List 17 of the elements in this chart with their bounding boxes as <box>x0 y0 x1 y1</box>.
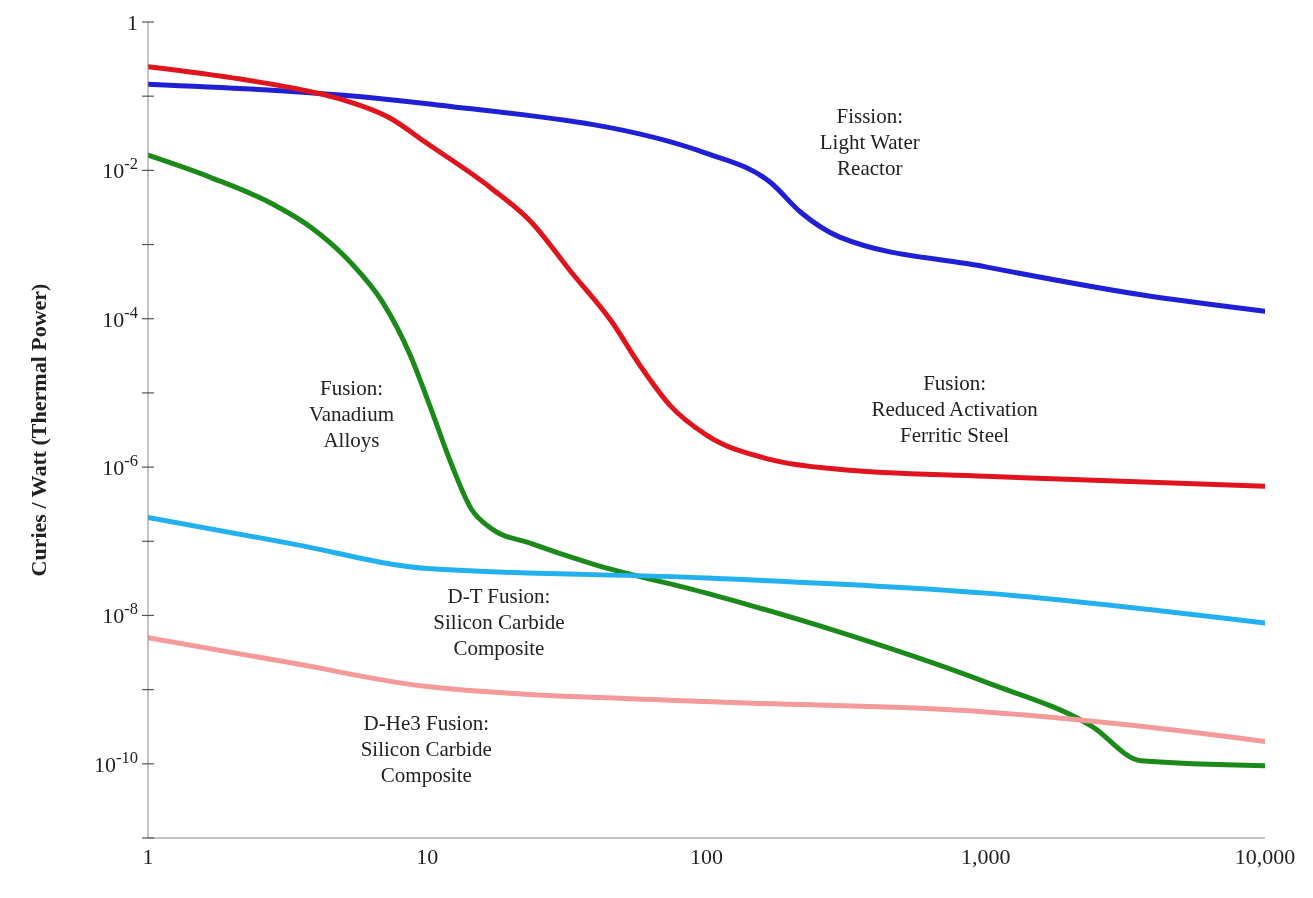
annotation: Fusion: Reduced Activation Ferritic Steel <box>871 370 1039 447</box>
y-tick-label: 10$^{-4}$ <box>102 302 138 332</box>
x-tick-label: 100 <box>690 844 723 869</box>
x-tick-label: 10 <box>416 844 439 869</box>
annotation: Fusion: Vanadium Alloys <box>308 375 395 452</box>
y-tick-label: 10$^{-6}$ <box>102 450 138 481</box>
y-tick-label: 10$^{-8}$ <box>102 598 138 629</box>
x-tick-label: 10,000 <box>1234 844 1296 869</box>
y-tick-label: 10$^{-2}$ <box>102 153 138 184</box>
x-tick-label: 1,000 <box>961 844 1011 869</box>
y-tick-label: 1 <box>127 10 138 35</box>
annotation: D-T Fusion: Silicon Carbide Composite <box>433 583 565 660</box>
annotation: D-He3 Fusion: Silicon Carbide Composite <box>360 710 492 787</box>
x-tick-label: 1 <box>142 844 154 869</box>
annotation: Fission: Light Water Reactor <box>819 103 920 180</box>
y-tick-label: 10$^{-10}$ <box>94 747 138 777</box>
y-axis-title: Curies / Watt (Thermal Power) <box>25 283 51 577</box>
